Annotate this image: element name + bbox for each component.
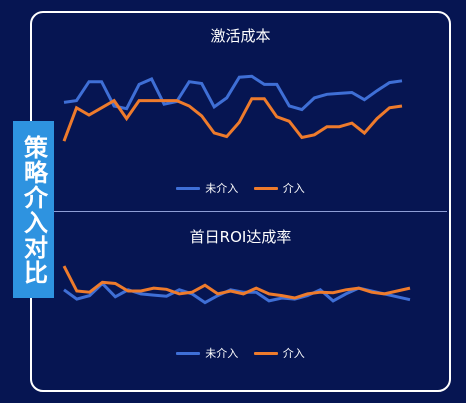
legend-item-no-intervention[interactable]: 未介入 bbox=[176, 182, 238, 196]
chart-plot-1 bbox=[62, 74, 403, 142]
legend-swatch-no-intervention bbox=[176, 187, 201, 190]
legend-item-intervention[interactable]: 介入 bbox=[253, 346, 305, 361]
chart-divider bbox=[38, 211, 447, 212]
chart-title-activation-cost: 激活成本 bbox=[210, 27, 271, 45]
side-tab-strategy-comparison[interactable]: 策略介入对比 bbox=[13, 121, 54, 298]
series-line-intervention[interactable] bbox=[62, 97, 403, 142]
legend-item-no-intervention[interactable]: 未介入 bbox=[176, 347, 238, 361]
series-line-no-intervention[interactable] bbox=[63, 74, 403, 112]
legend-activation-cost: 未介入 介入 bbox=[30, 180, 451, 196]
side-tab-label: 策略介入对比 bbox=[19, 134, 48, 285]
legend-swatch-intervention bbox=[253, 187, 278, 190]
chart-plot-2 bbox=[62, 265, 411, 305]
legend-swatch-no-intervention bbox=[176, 352, 201, 355]
legend-label-no-intervention: 未介入 bbox=[205, 181, 239, 195]
legend-label-intervention: 介入 bbox=[282, 181, 305, 195]
chart-title-first-day-roi: 首日ROI达成率 bbox=[189, 228, 292, 246]
legend-swatch-intervention bbox=[253, 352, 278, 355]
series-line-intervention[interactable] bbox=[62, 265, 411, 300]
legend-label-intervention: 介入 bbox=[282, 346, 305, 360]
legend-first-day-roi: 未介入 介入 bbox=[30, 345, 451, 361]
legend-item-intervention[interactable]: 介入 bbox=[253, 181, 305, 196]
legend-label-no-intervention: 未介入 bbox=[205, 346, 239, 360]
